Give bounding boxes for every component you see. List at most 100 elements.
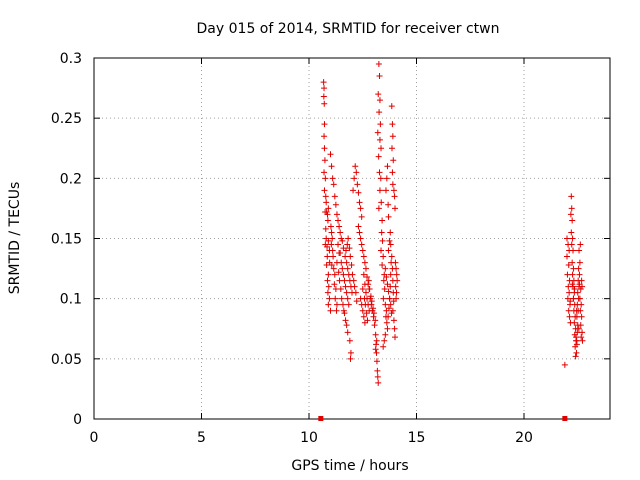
data-point xyxy=(384,163,391,170)
data-point xyxy=(346,277,353,284)
data-point xyxy=(344,295,351,302)
y-tick-labels: 0 0.05 0.1 0.15 0.2 0.25 0.3 xyxy=(51,51,82,428)
data-point xyxy=(569,235,576,242)
data-point xyxy=(376,136,383,143)
data-point xyxy=(350,187,357,194)
data-point xyxy=(380,295,387,302)
chart-title: Day 015 of 2014, SRMTID for receiver ctw… xyxy=(197,21,500,37)
data-point xyxy=(565,307,572,314)
data-point xyxy=(321,85,328,92)
data-point xyxy=(372,331,379,338)
data-point xyxy=(324,243,331,250)
data-point xyxy=(340,271,347,278)
data-point xyxy=(380,277,387,284)
data-point xyxy=(361,319,368,326)
data-point xyxy=(383,319,390,326)
data-point xyxy=(377,121,384,128)
data-point xyxy=(376,169,383,176)
data-point xyxy=(383,175,390,182)
data-point xyxy=(353,169,360,176)
data-point xyxy=(575,265,582,272)
data-point xyxy=(345,301,352,308)
data-point xyxy=(375,205,382,212)
x-tick-label: 0 xyxy=(90,430,99,446)
data-point xyxy=(348,261,355,268)
data-point xyxy=(360,253,367,260)
data-point xyxy=(373,349,380,356)
data-point xyxy=(389,169,396,176)
data-point xyxy=(389,121,396,128)
data-point xyxy=(372,346,379,353)
data-point xyxy=(346,245,353,252)
data-point xyxy=(568,193,575,200)
data-point xyxy=(357,205,364,212)
data-point xyxy=(564,253,570,260)
data-point xyxy=(366,286,373,293)
data-points xyxy=(320,61,586,386)
data-point xyxy=(376,97,383,104)
data-point xyxy=(338,295,345,302)
data-point xyxy=(335,269,342,276)
data-point xyxy=(335,217,342,224)
data-point xyxy=(375,91,382,98)
data-point xyxy=(381,286,388,293)
data-point xyxy=(578,301,585,308)
data-point xyxy=(326,295,333,302)
data-point xyxy=(322,175,329,182)
data-point xyxy=(351,175,358,182)
data-point xyxy=(387,241,394,248)
data-point xyxy=(380,343,387,350)
data-point xyxy=(375,61,382,68)
data-point xyxy=(377,175,384,182)
data-point xyxy=(567,211,574,218)
y-tick-label: 0.3 xyxy=(60,51,82,67)
data-point xyxy=(385,201,392,208)
data-point xyxy=(323,199,330,206)
data-point xyxy=(575,325,582,332)
data-point xyxy=(378,247,385,254)
data-point xyxy=(382,265,389,272)
data-point xyxy=(340,307,347,314)
data-point xyxy=(381,337,388,344)
data-point xyxy=(344,265,351,272)
data-point xyxy=(577,241,584,248)
data-point xyxy=(579,283,586,290)
data-point xyxy=(329,175,336,182)
data-point xyxy=(321,121,328,128)
data-point xyxy=(358,241,365,248)
data-point xyxy=(569,271,576,278)
data-point xyxy=(393,289,400,296)
data-point xyxy=(342,247,349,254)
data-point xyxy=(345,271,352,278)
data-point xyxy=(380,253,387,260)
data-point xyxy=(324,253,331,260)
data-point xyxy=(576,259,583,266)
data-point xyxy=(331,281,338,288)
data-point xyxy=(375,379,382,386)
data-point xyxy=(327,307,334,314)
data-point xyxy=(337,286,344,293)
data-point xyxy=(382,331,389,338)
data-point xyxy=(360,271,367,278)
data-point xyxy=(328,163,335,170)
data-point xyxy=(339,301,346,308)
data-point xyxy=(379,217,386,224)
data-point xyxy=(568,205,575,212)
data-point xyxy=(324,289,331,296)
data-point xyxy=(342,283,349,290)
data-point xyxy=(325,283,332,290)
data-point xyxy=(343,322,350,329)
data-point xyxy=(373,358,380,365)
x-tick-label: 10 xyxy=(300,430,318,446)
data-point xyxy=(388,253,395,260)
data-point xyxy=(374,373,381,380)
data-point xyxy=(576,271,583,278)
axis-ticks xyxy=(93,57,610,420)
data-point xyxy=(342,253,349,260)
data-point xyxy=(324,217,331,224)
data-point xyxy=(379,237,386,244)
data-point xyxy=(345,235,352,242)
x-axis-label: GPS time / hours xyxy=(291,458,408,474)
data-point xyxy=(325,271,332,278)
